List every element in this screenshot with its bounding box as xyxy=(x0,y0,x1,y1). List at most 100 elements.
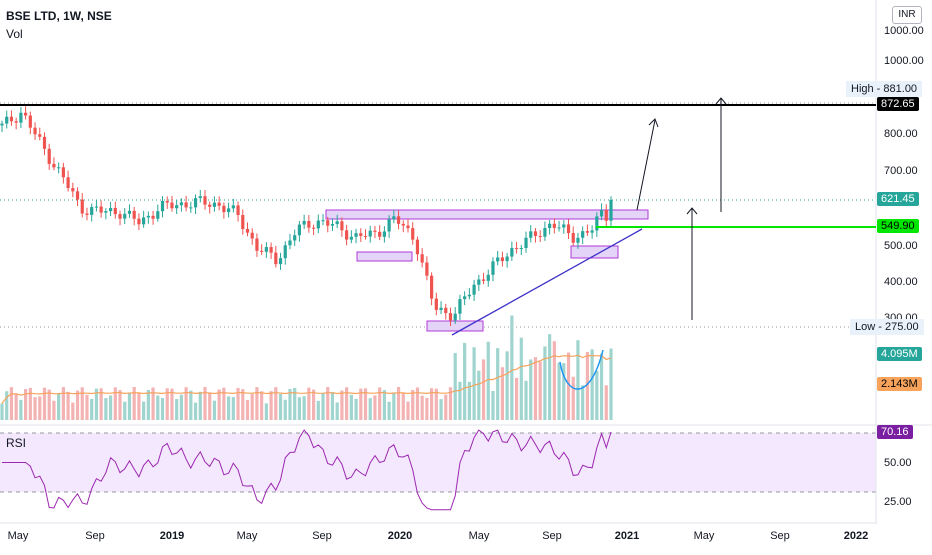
candle xyxy=(345,224,349,246)
candle xyxy=(505,252,509,268)
candle xyxy=(227,202,231,218)
candle xyxy=(241,209,245,235)
candle xyxy=(585,224,589,236)
volume-bar xyxy=(193,402,198,420)
volume-bar xyxy=(349,394,353,420)
support-zone-left[interactable] xyxy=(356,251,413,262)
candle xyxy=(557,220,561,232)
candle xyxy=(19,107,23,129)
volume-bar xyxy=(160,398,165,420)
volume-bar xyxy=(477,370,481,420)
volume-bar xyxy=(14,393,18,420)
volume-bar xyxy=(9,387,14,420)
candle xyxy=(415,236,420,261)
volume-bar xyxy=(533,357,538,420)
low-label: Low - 275.00 xyxy=(850,319,924,335)
volume-bar xyxy=(430,388,434,420)
volume-bar xyxy=(203,387,207,420)
candle xyxy=(392,209,396,224)
time-axis-label: 2022 xyxy=(843,530,869,542)
volume-bar xyxy=(137,392,141,420)
candle xyxy=(198,189,202,203)
volume-bar xyxy=(510,315,514,420)
candle xyxy=(61,162,65,184)
volume-bar xyxy=(28,387,32,420)
candle xyxy=(538,230,542,242)
price-tick: 700.00 xyxy=(884,165,918,177)
volume-bar xyxy=(340,390,344,420)
volume-bar xyxy=(599,353,604,420)
volume-bar xyxy=(458,381,462,420)
volume-bar xyxy=(184,387,188,420)
volume-bar xyxy=(524,380,528,420)
candle xyxy=(378,225,382,241)
resistance-zone[interactable] xyxy=(325,209,649,220)
candle xyxy=(175,199,179,215)
volume-bars xyxy=(0,315,613,420)
volume-bar xyxy=(363,388,368,420)
volume-bar xyxy=(33,397,37,420)
candlestick-series xyxy=(0,106,613,327)
volume-bar xyxy=(132,387,136,420)
candle xyxy=(500,251,505,267)
volume-bar xyxy=(519,337,523,420)
candle xyxy=(142,210,146,228)
candle xyxy=(467,288,471,300)
candle xyxy=(406,219,410,233)
last-price-tag: 621.45 xyxy=(877,192,919,206)
candle xyxy=(387,215,391,238)
trendline[interactable] xyxy=(451,228,643,336)
currency-button[interactable]: INR xyxy=(892,6,922,24)
volume-bar xyxy=(302,396,306,420)
volume-bar xyxy=(472,347,476,420)
candle xyxy=(463,291,467,306)
candle xyxy=(330,218,335,231)
candle xyxy=(274,246,278,268)
target-arrow-diagonal[interactable] xyxy=(636,118,659,211)
volume-bar xyxy=(463,342,467,420)
candle xyxy=(297,221,302,242)
candle xyxy=(453,307,457,324)
volume-bar xyxy=(142,401,146,420)
candle xyxy=(566,219,571,239)
volume-bar xyxy=(297,397,302,420)
volume-bar xyxy=(108,395,113,420)
volume-bar xyxy=(392,392,396,420)
volume-bar xyxy=(486,341,490,420)
cup-curve[interactable] xyxy=(559,349,604,390)
volume-bar xyxy=(57,393,61,420)
volume-bar xyxy=(406,401,410,420)
time-axis-label: Sep xyxy=(542,530,562,542)
candle xyxy=(458,294,462,321)
candle xyxy=(411,222,415,245)
candle xyxy=(52,157,56,171)
candle xyxy=(543,221,547,241)
candle xyxy=(236,201,240,222)
time-axis-label: 2019 xyxy=(159,530,185,542)
candle xyxy=(231,198,235,213)
target-arrow-up-right[interactable] xyxy=(715,97,727,212)
rsi-tick: 25.00 xyxy=(884,496,912,508)
volume-bar xyxy=(590,349,594,420)
volume-bar xyxy=(61,387,65,420)
volume-bar xyxy=(311,389,316,420)
volume-bar xyxy=(113,387,117,420)
candle xyxy=(340,217,344,237)
target-arrow-up-left[interactable] xyxy=(686,207,698,320)
candle xyxy=(127,204,132,218)
candle xyxy=(160,196,165,218)
volume-bar xyxy=(52,400,56,420)
volume-bar xyxy=(571,376,575,420)
volume-bar xyxy=(562,363,566,420)
candle xyxy=(269,242,273,259)
price-tick: 500.00 xyxy=(884,240,918,252)
candle xyxy=(316,214,320,234)
volume-bar xyxy=(231,397,235,420)
candle xyxy=(514,241,519,254)
volume-bar xyxy=(491,390,495,420)
candle xyxy=(354,228,358,244)
volume-bar xyxy=(335,402,339,420)
volume-last-tag: 4.095M xyxy=(877,347,922,361)
